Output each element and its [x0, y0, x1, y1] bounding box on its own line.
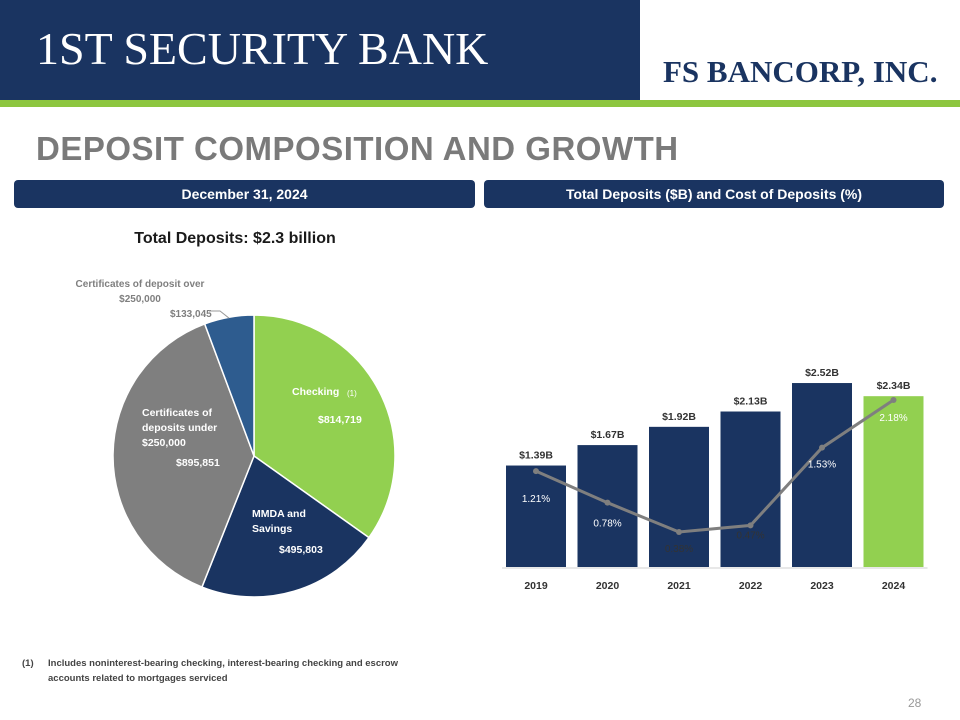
bar-value-label: $1.67B — [591, 429, 625, 441]
header-logo-area — [640, 0, 960, 101]
pie-slice — [200, 454, 371, 598]
slice-label-value: $495,803 — [279, 544, 323, 556]
slice-label-value: $895,851 — [176, 457, 220, 469]
slice-label-name: $250,000 — [142, 437, 186, 449]
slice-footnote-ref: (1) — [347, 389, 357, 398]
cost-data-label: 1.53% — [808, 460, 836, 471]
total-deposits-label: Total Deposits: $2.3 billion — [134, 230, 336, 247]
bar — [863, 396, 924, 567]
pie-slice — [203, 314, 255, 457]
bar-chart: $1.39B 2019 $1.67B 2020 $1.92B 2021 $2.13B 2022… — [502, 367, 928, 592]
cost-line — [535, 398, 895, 534]
x-tick-label: 2021 — [667, 580, 691, 592]
bar — [649, 426, 709, 567]
slice-label-value: $133,045 — [170, 309, 212, 320]
pie-chart: Checking (1) $814,719 MMDA and Savings $495,8… — [76, 279, 396, 598]
bar-value-label: $1.39B — [519, 450, 553, 462]
page-title: DEPOSIT COMPOSITION AND GROWTH — [36, 130, 679, 167]
header-band — [0, 0, 640, 101]
x-tick-label: 2024 — [882, 580, 906, 592]
footnote-marker: (1) — [22, 658, 34, 669]
slice-label-name: deposits under — [142, 422, 217, 434]
first-security-bank-logo: 1ST SECURITY BANK — [36, 23, 489, 74]
page-number: 28 — [908, 696, 922, 710]
bar-value-label: $2.13B — [734, 396, 768, 408]
x-tick-label: 2019 — [524, 580, 548, 592]
right-section-header: Total Deposits ($B) and Cost of Deposits… — [484, 180, 944, 208]
footnote-line-1: Includes noninterest-bearing checking, i… — [48, 658, 399, 669]
cost-point — [890, 397, 897, 403]
x-tick-label: 2020 — [596, 580, 620, 592]
cost-point — [747, 522, 754, 529]
bar-value-label: $2.34B — [877, 380, 911, 392]
cost-point — [819, 444, 825, 451]
bar — [506, 465, 566, 567]
cost-data-label: 0.47% — [736, 530, 764, 541]
x-tick-label: 2022 — [739, 580, 763, 592]
pie-slice — [253, 314, 396, 539]
bar — [577, 445, 638, 567]
cost-point — [604, 499, 611, 506]
footnote: (1) Includes noninterest-bearing checking… — [22, 656, 398, 686]
slice-label-name: Certificates of deposit over — [76, 279, 205, 290]
slice-label-name: MMDA and — [252, 508, 306, 520]
slice-label-name: Certificates of — [142, 407, 213, 419]
cost-point — [676, 529, 682, 535]
cost-data-label: 0.38% — [665, 544, 693, 555]
bar-value-label: $1.92B — [662, 411, 696, 423]
cost-point — [533, 468, 539, 475]
pie-slice — [112, 322, 255, 589]
slice-label-value: $814,719 — [318, 414, 362, 426]
bar — [792, 383, 852, 567]
cost-data-label: 1.21% — [522, 494, 550, 505]
left-section-header: December 31, 2024 — [14, 180, 475, 208]
bar-value-label: $2.52B — [805, 367, 839, 379]
cost-data-label: 2.18% — [879, 413, 907, 424]
header-divider — [0, 100, 960, 107]
footnote-line-2: accounts related to mortgages serviced — [48, 673, 228, 684]
slice-label-name: $250,000 — [119, 294, 161, 305]
slice-leader-line — [209, 310, 230, 319]
fs-bancorp-logo: FS BANCORP, INC. — [663, 54, 938, 89]
slice-label-name: Savings — [252, 523, 292, 535]
x-tick-label: 2023 — [810, 580, 834, 592]
bar — [720, 411, 781, 567]
slice-label-name: Checking — [292, 386, 339, 398]
cost-data-label: 0.78% — [593, 519, 621, 530]
